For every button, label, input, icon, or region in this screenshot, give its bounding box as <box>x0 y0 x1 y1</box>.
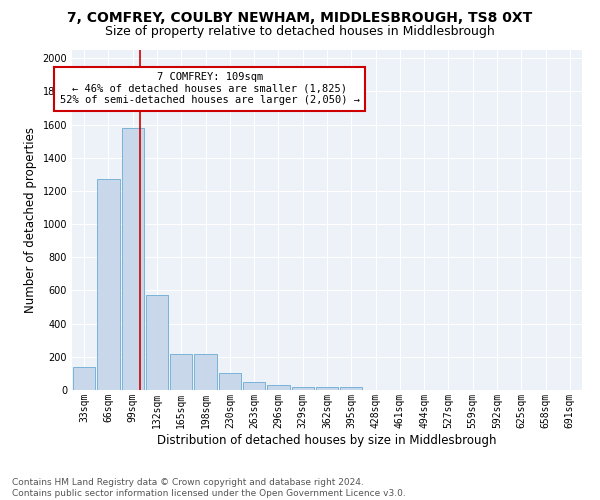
Bar <box>218 374 241 390</box>
Text: Size of property relative to detached houses in Middlesbrough: Size of property relative to detached ho… <box>105 25 495 38</box>
Bar <box>146 296 168 390</box>
Bar <box>97 180 119 390</box>
Bar <box>243 382 265 390</box>
Bar <box>316 386 338 390</box>
Bar <box>73 367 95 390</box>
Bar <box>340 386 362 390</box>
Text: Contains HM Land Registry data © Crown copyright and database right 2024.
Contai: Contains HM Land Registry data © Crown c… <box>12 478 406 498</box>
Bar <box>122 128 144 390</box>
X-axis label: Distribution of detached houses by size in Middlesbrough: Distribution of detached houses by size … <box>157 434 497 446</box>
Bar <box>170 354 193 390</box>
Bar <box>194 354 217 390</box>
Bar <box>292 386 314 390</box>
Y-axis label: Number of detached properties: Number of detached properties <box>24 127 37 313</box>
Text: 7 COMFREY: 109sqm
← 46% of detached houses are smaller (1,825)
52% of semi-detac: 7 COMFREY: 109sqm ← 46% of detached hous… <box>60 72 360 106</box>
Bar <box>267 385 290 390</box>
Text: 7, COMFREY, COULBY NEWHAM, MIDDLESBROUGH, TS8 0XT: 7, COMFREY, COULBY NEWHAM, MIDDLESBROUGH… <box>67 12 533 26</box>
